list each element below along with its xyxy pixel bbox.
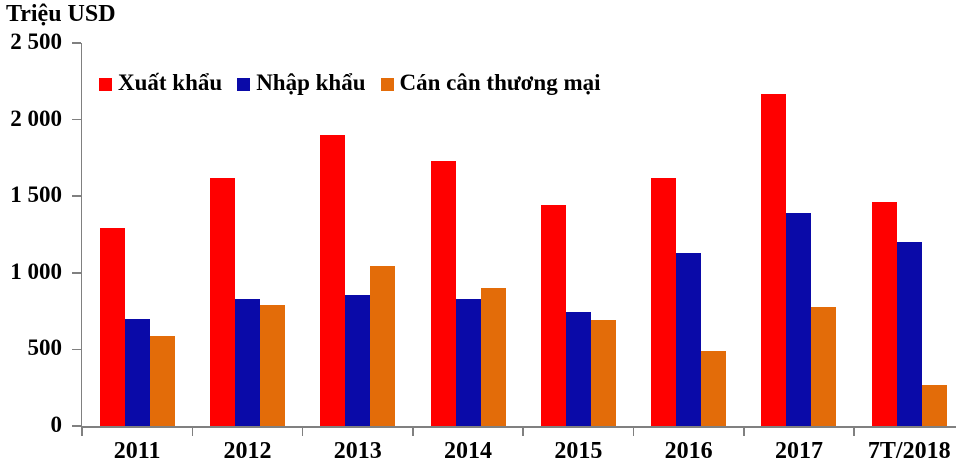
bar-Xuất khẩu-7T/2018 (871, 201, 897, 426)
bar-group-2012 (192, 43, 302, 426)
bar-Xuất khẩu-2017 (761, 93, 787, 426)
y-axis-label: 1 500 (10, 182, 62, 208)
x-tick-mark (853, 426, 855, 436)
legend-item-exports: Xuất khẩu (99, 70, 222, 96)
x-tick-mark (412, 426, 414, 436)
bar-Cán cân thương mại-2013 (370, 265, 396, 426)
bar-Xuất khẩu-2016 (651, 177, 677, 426)
bar-group-2017 (744, 43, 854, 426)
y-tick-mark (72, 195, 81, 197)
bar-Nhập khẩu-2014 (455, 298, 481, 426)
x-axis-label: 2011 (113, 438, 161, 464)
bar-group-2011 (82, 43, 192, 426)
y-axis-label: 2 500 (10, 28, 62, 54)
x-axis-label: 2016 (664, 438, 713, 464)
y-tick-mark (72, 425, 81, 427)
x-tick-mark (632, 426, 635, 436)
y-tick-mark (72, 272, 81, 274)
y-axis-label: 2 000 (10, 105, 62, 131)
legend-swatch-icon (380, 77, 394, 91)
x-tick-mark (522, 426, 524, 436)
x-axis-label: 2015 (554, 438, 603, 464)
x-tick-mark (191, 426, 194, 436)
bar-Xuất khẩu-2011 (99, 228, 125, 426)
legend-swatch-icon (99, 77, 112, 91)
y-tick-mark (72, 118, 81, 121)
bar-Nhập khẩu-2016 (676, 252, 702, 426)
bar-group-7T/2018 (854, 43, 956, 426)
y-axis-label: 1 000 (10, 258, 62, 284)
x-axis-label: 2017 (774, 438, 823, 464)
x-tick-mark (743, 426, 745, 436)
bar-Nhập khẩu-2012 (234, 298, 260, 426)
y-axis-label: 0 (50, 411, 63, 437)
y-tick-mark (72, 348, 81, 351)
legend-item-imports: Nhập khẩu (237, 70, 366, 96)
bar-Nhập khẩu-2013 (345, 295, 371, 426)
bar-group-2013 (303, 43, 413, 426)
legend-item-trade-balance: Cán cân thương mại (380, 70, 601, 96)
y-tick-mark (72, 42, 81, 44)
legend-label-exports: Xuất khẩu (118, 70, 223, 95)
bar-Cán cân thương mại-2015 (590, 319, 616, 426)
bar-Cán cân thương mại-2014 (480, 288, 506, 426)
bar-Xuất khẩu-2013 (320, 134, 346, 426)
bar-Nhập khẩu-2015 (565, 311, 591, 426)
x-axis-label: 2014 (444, 438, 493, 464)
bar-group-2016 (634, 43, 744, 426)
x-tick-mark (81, 426, 83, 436)
bar-Xuất khẩu-2014 (430, 160, 456, 426)
y-axis: 2 500 2 000 1 500 1 000 500 0 (0, 29, 81, 437)
plot-area: 2011 2012 2013 2014 2015 2016 2017 7T/2018 (81, 43, 956, 464)
y-axis-label: 500 (27, 335, 63, 361)
legend-swatch-icon (237, 77, 251, 91)
x-axis-label: 2012 (223, 438, 272, 464)
x-axis-label: 2013 (333, 438, 382, 464)
legend: Xuất khẩu Nhập khẩu Cán cân thương mại (99, 70, 601, 96)
bar-Cán cân thương mại-7T/2018 (921, 385, 947, 426)
legend-label-trade-balance: Cán cân thương mại (399, 70, 601, 95)
x-tick-mark (301, 426, 304, 436)
bar-Cán cân thương mại-2012 (259, 304, 285, 426)
bar-Nhập khẩu-2011 (124, 318, 150, 426)
bar-Cán cân thương mại-2011 (149, 335, 175, 426)
bar-Xuất khẩu-2015 (540, 205, 566, 426)
legend-label-imports: Nhập khẩu (256, 70, 366, 95)
bar-Cán cân thương mại-2017 (811, 306, 837, 426)
chart-title: Triệu USD (6, 1, 116, 27)
bar-Nhập khẩu-7T/2018 (896, 242, 922, 426)
bar-Xuất khẩu-2012 (209, 177, 235, 426)
bar-Nhập khẩu-2017 (786, 213, 812, 426)
x-axis-label: 7T/2018 (867, 438, 951, 464)
bar-group-2015 (523, 43, 633, 426)
bar-Cán cân thương mại-2016 (701, 350, 727, 426)
bar-group-2014 (413, 43, 523, 426)
